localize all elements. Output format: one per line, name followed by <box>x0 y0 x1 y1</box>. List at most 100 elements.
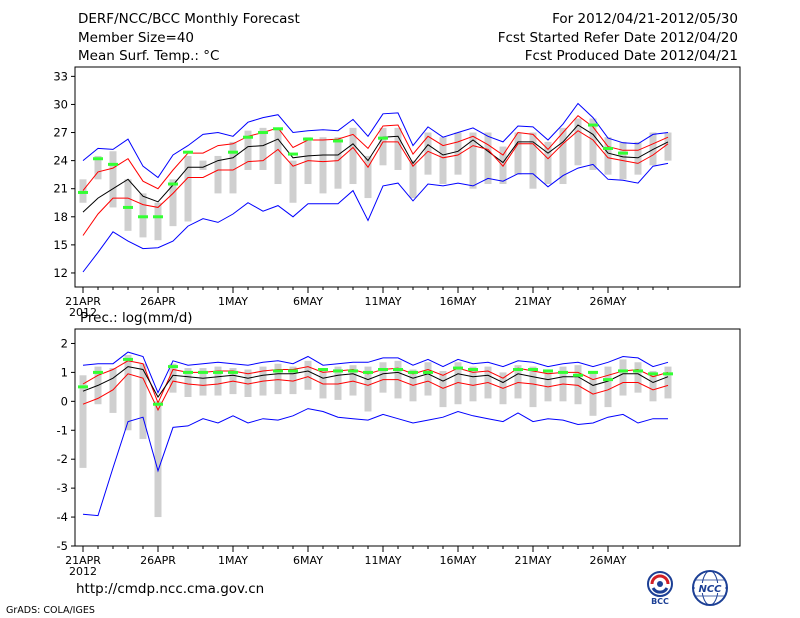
observed-marker <box>288 152 298 156</box>
spread-bar <box>634 362 642 393</box>
panel-title-precip: Prec.: log(mm/d) <box>80 310 193 326</box>
y-tick-label: 1 <box>61 365 68 379</box>
header-produced-date: Fcst Produced Date 2012/04/21 <box>524 48 738 64</box>
header-forecast-period: For 2012/04/21-2012/05/30 <box>552 11 738 27</box>
series-line-upper <box>82 115 669 191</box>
x-tick-label: 11MAY <box>365 295 402 308</box>
observed-marker <box>423 370 433 374</box>
spread-bar <box>124 179 132 231</box>
plot-frame <box>74 66 741 288</box>
spread-bar <box>604 366 612 408</box>
header-title: DERF/NCC/BCC Monthly Forecast <box>78 11 300 27</box>
y-tick-label: -5 <box>57 539 68 553</box>
series-line-max <box>82 102 669 179</box>
observed-marker <box>378 136 388 140</box>
observed-marker <box>378 368 388 372</box>
series-line-mean <box>82 366 669 398</box>
spread-bar <box>454 362 462 405</box>
spread-bar <box>499 146 507 185</box>
spread-bar <box>574 365 582 405</box>
plot-frame <box>74 328 741 547</box>
spread-bar <box>274 127 282 185</box>
series-line-lower <box>82 130 669 236</box>
spread-bar <box>109 151 117 208</box>
spread-bar <box>319 137 327 194</box>
spread-bar <box>394 127 402 170</box>
observed-marker <box>543 369 553 373</box>
spread-bar <box>184 368 192 397</box>
observed-marker <box>453 366 463 370</box>
y-tick-label: 2 <box>61 336 68 350</box>
spread-bar <box>439 137 447 185</box>
x-tick-label: 11MAY <box>365 554 402 567</box>
spread-bar <box>379 362 387 393</box>
spread-bar <box>139 363 147 439</box>
spread-bar <box>289 366 297 395</box>
spread-bar <box>259 127 267 170</box>
spread-bar <box>664 366 672 399</box>
series-line-mean <box>82 124 669 213</box>
y-tick-label: 12 <box>53 266 68 280</box>
observed-marker <box>168 365 178 369</box>
spread-bar <box>544 141 552 185</box>
bcc-logo-text: BCC <box>651 597 669 606</box>
observed-marker <box>648 372 658 376</box>
y-tick-label: -1 <box>57 423 68 437</box>
y-tick-label: 33 <box>53 69 68 83</box>
spread-bar <box>199 160 207 170</box>
series-line-min <box>82 162 669 273</box>
y-tick-label: 21 <box>53 182 68 196</box>
spread-bar <box>424 132 432 175</box>
spread-bar <box>514 132 522 175</box>
spread-bar <box>214 366 222 396</box>
x-tick-label: 21APR <box>65 295 101 308</box>
observed-marker <box>663 372 673 376</box>
y-tick-label: 27 <box>53 126 68 140</box>
series-line-lower <box>82 373 669 412</box>
spread-bar <box>589 118 597 170</box>
x-tick-label: 21MAY <box>515 295 552 308</box>
observed-marker <box>198 370 208 374</box>
spread-bar <box>454 132 462 175</box>
x-tick-label: 1MAY <box>218 554 248 567</box>
y-tick-label: -2 <box>57 452 68 466</box>
observed-marker <box>183 370 193 374</box>
x-tick-label: 16MAY <box>440 554 477 567</box>
y-tick-label: 0 <box>61 394 68 408</box>
series-line-min <box>82 408 668 517</box>
spread-bar <box>559 127 567 185</box>
observed-marker <box>573 373 583 377</box>
x-tick-sublabel: 2012 <box>69 565 97 578</box>
spread-bar <box>304 360 312 390</box>
x-tick-label: 16MAY <box>440 295 477 308</box>
x-tick-label: 26MAY <box>590 295 627 308</box>
observed-marker <box>123 205 133 209</box>
y-tick-label: 24 <box>53 154 68 168</box>
spread-bar <box>529 132 537 189</box>
y-tick-label: -4 <box>57 510 68 524</box>
source-url[interactable]: http://cmdp.ncc.cma.gov.cn <box>76 581 265 597</box>
x-tick-label: 1MAY <box>218 295 248 308</box>
observed-marker <box>123 357 133 361</box>
spread-bar <box>514 365 522 399</box>
spread-bar <box>574 118 582 166</box>
spread-bar <box>154 401 162 518</box>
spread-bar <box>484 132 492 185</box>
observed-marker <box>618 151 628 155</box>
observed-marker <box>618 369 628 373</box>
spread-bar <box>364 155 372 199</box>
spread-bar <box>424 362 432 396</box>
spread-bar <box>94 155 102 180</box>
observed-marker <box>633 369 643 373</box>
grads-credit: GrADS: COLA/IGES <box>6 605 95 616</box>
header-member-size: Member Size=40 <box>78 30 195 46</box>
spread-bar <box>169 363 177 393</box>
spread-bar <box>544 369 552 402</box>
spread-bar <box>664 132 672 161</box>
spread-bar <box>604 137 612 175</box>
spread-bar <box>379 127 387 166</box>
observed-marker <box>153 402 163 406</box>
y-tick-label: 18 <box>53 210 68 224</box>
observed-marker <box>588 123 598 127</box>
